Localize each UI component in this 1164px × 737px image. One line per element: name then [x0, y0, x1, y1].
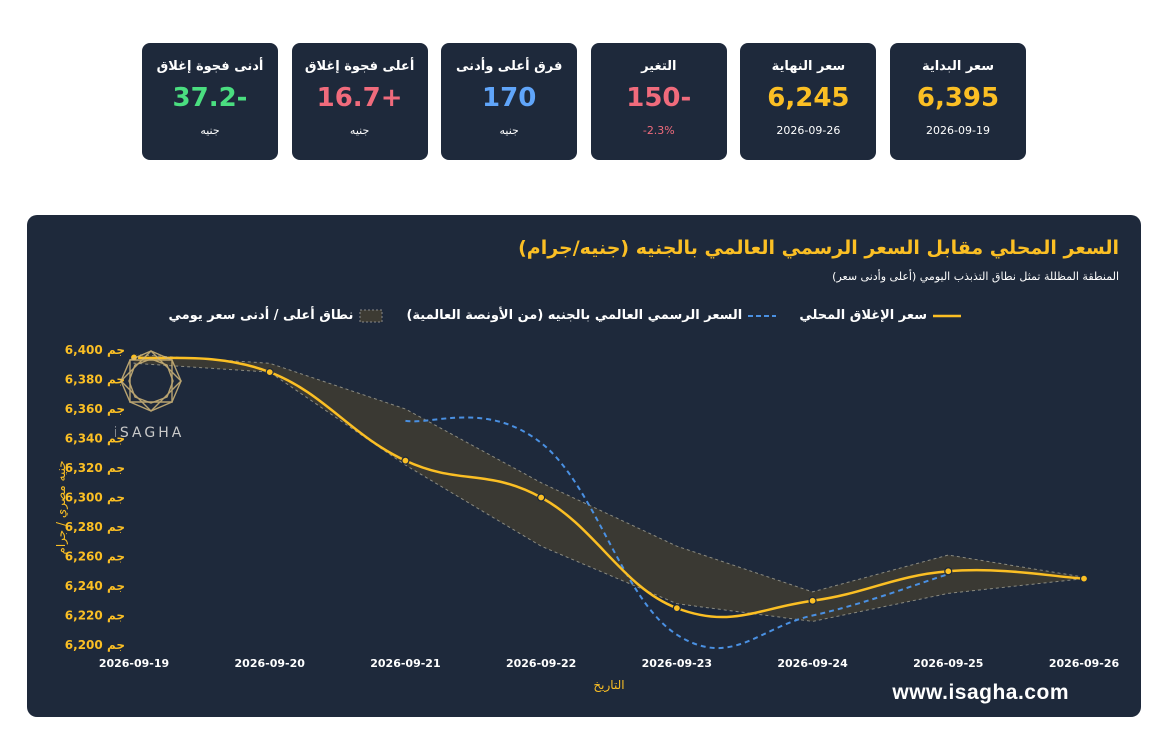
y-tick-label: 6,300 جم [65, 491, 125, 505]
x-tick-label: 2026-09-25 [913, 657, 983, 670]
stat-card-value: 37.2- [172, 83, 248, 113]
legend-label-local-close: سعر الإغلاق المحلي [799, 308, 927, 323]
legend-item-range-band[interactable]: نطاق أعلى / أدنى سعر يومي [169, 308, 384, 323]
stat-card-value: 6,245 [767, 83, 850, 113]
y-tick-label: 6,240 جم [65, 579, 125, 593]
stat-card-label: فرق أعلى وأدنى [456, 59, 563, 74]
x-tick-label: 2026-09-22 [506, 657, 576, 670]
stat-card-label: سعر النهاية [771, 59, 846, 74]
local-close-point [265, 368, 274, 377]
stat-card: سعر البداية 6,395 2026-09-19 [890, 43, 1026, 160]
stat-card-sub: جنيه [200, 124, 220, 137]
stat-card-sub: جنيه [349, 124, 370, 137]
x-axis-label: التاريخ [593, 678, 624, 693]
stat-cards: سعر البداية 6,395 2026-09-19 سعر النهاية 6,2… [142, 43, 1026, 160]
local-close-point [672, 604, 681, 613]
isagha-logo: iSAGHA [115, 350, 184, 437]
series-global-price-line [405, 416, 949, 650]
y-axis-label: جنيه مصري / جرام [54, 460, 69, 554]
legend-swatch-band [359, 309, 383, 322]
legend-label-global-price: السعر الرسمي العالمي بالجنيه (من الأونصة… [406, 308, 743, 323]
stat-card-value: 6,395 [916, 83, 1000, 113]
stat-card: أدنى فجوة إغلاق 37.2- جنيه [142, 43, 278, 160]
local-close-point [1079, 574, 1089, 583]
legend-swatch-dashed [748, 314, 777, 317]
stat-card-value: 16.7+ [316, 83, 403, 113]
y-tick-label: 6,320 جم [65, 461, 125, 475]
range-band [133, 353, 1085, 622]
stat-card-label: سعر البداية [921, 59, 995, 74]
legend-item-global-price[interactable]: السعر الرسمي العالمي بالجنيه (من الأونصة… [406, 308, 777, 323]
y-tick-label: 6,200 جم [65, 638, 125, 652]
legend-item-local-close[interactable]: سعر الإغلاق المحلي [799, 308, 961, 323]
x-tick-label: 2026-09-20 [235, 657, 306, 670]
chart-plot: 6,200 جم 6,220 جم 6,240 جم 6,260 جم 6,280 جم… [54, 343, 1120, 693]
y-tick-label: 6,220 جم [65, 609, 125, 623]
local-close-point [401, 456, 410, 465]
stat-card-label: أدنى فجوة إغلاق [156, 59, 264, 74]
chart-subtitle: المنطقة المظللة تمثل نطاق التذبذب اليومي… [832, 270, 1119, 283]
y-tick-label: 6,260 جم [65, 550, 125, 564]
x-tick-label: 2026-09-24 [777, 657, 848, 670]
y-tick-label: 6,280 جم [65, 520, 125, 534]
x-tick-label: 2026-09-19 [99, 657, 169, 670]
stat-card-sub: جنيه [499, 124, 519, 137]
legend-swatch-solid [933, 314, 961, 317]
stat-card-value: 170 [482, 83, 537, 113]
chart-title: السعر المحلي مقابل السعر الرسمي العالمي … [518, 237, 1119, 259]
local-close-point [944, 567, 953, 576]
stat-card: التغير 150- 2.3%- [590, 43, 727, 160]
x-tick-label: 2026-09-26 [1049, 657, 1120, 670]
stat-card: أعلى فجوة إغلاق 16.7+ جنيه [291, 43, 428, 160]
stat-card-label: أعلى فجوة إغلاق [304, 59, 415, 74]
x-tick-label: 2026-09-23 [642, 657, 712, 670]
stat-card: سعر النهاية 6,245 2026-09-26 [740, 43, 877, 160]
stat-card-label: التغير [641, 59, 677, 74]
local-close-point [537, 493, 546, 502]
stat-card-sub: 2.3%- [642, 124, 675, 137]
series-local-close-line [133, 356, 1085, 619]
chart-legend: سعر الإغلاق المحلي السعر الرسمي العالمي … [151, 305, 961, 323]
stat-card-value: 150- [626, 83, 692, 113]
local-close-point [808, 596, 817, 605]
legend-label-range-band: نطاق أعلى / أدنى سعر يومي [168, 308, 354, 323]
x-tick-label: 2026-09-21 [370, 657, 440, 670]
stat-card: فرق أعلى وأدنى 170 جنيه [441, 43, 578, 160]
logo-text: iSAGHA [115, 425, 184, 437]
stat-card-sub: 2026-09-19 [926, 124, 990, 137]
chart-panel: السعر المحلي مقابل السعر الرسمي العالمي … [27, 215, 1141, 717]
stat-card-sub: 2026-09-26 [776, 124, 841, 137]
watermark-url: www.isagha.com [892, 681, 1069, 704]
